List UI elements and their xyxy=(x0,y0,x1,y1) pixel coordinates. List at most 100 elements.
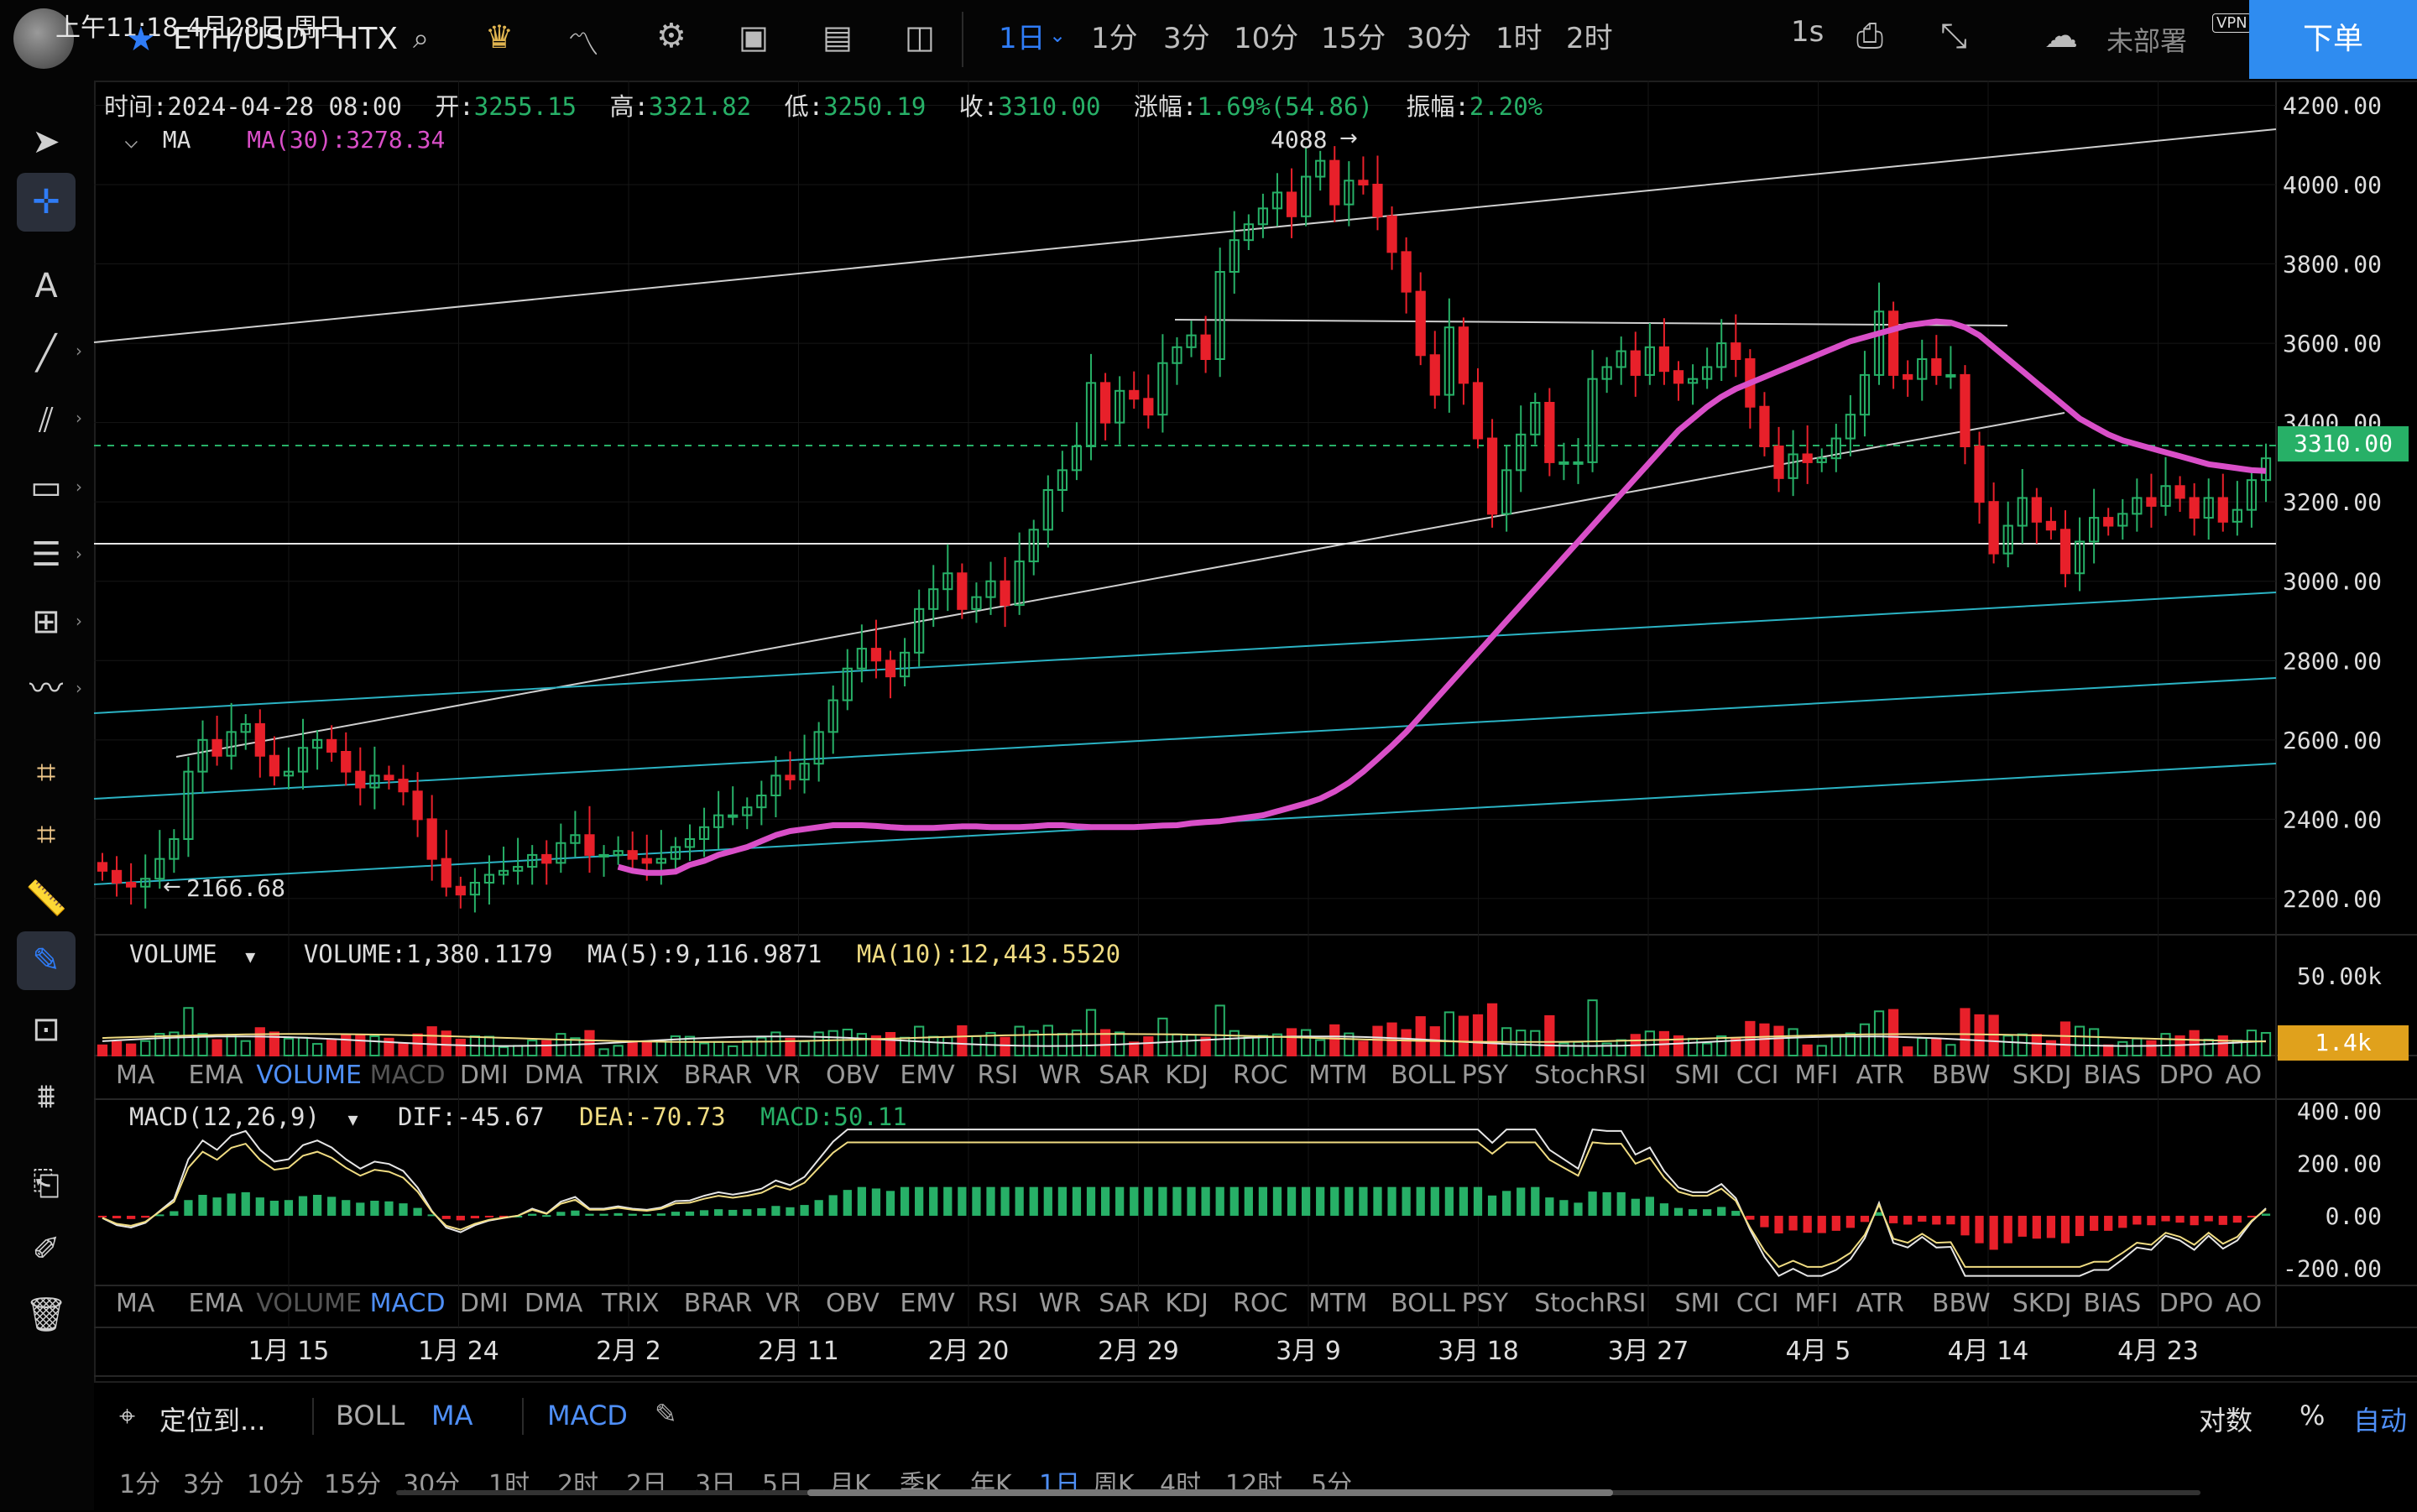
vol-tab-dmi[interactable]: DMI xyxy=(459,1061,509,1090)
caret-down-icon[interactable]: ▼ xyxy=(347,1109,358,1129)
timeframe-1d[interactable]: 1日 xyxy=(999,22,1046,55)
vol-tab-kdj[interactable]: KDJ xyxy=(1165,1061,1208,1090)
overlay-tab-ma[interactable]: MA xyxy=(431,1400,473,1431)
macd-tab-dma[interactable]: DMA xyxy=(524,1289,583,1318)
vol-tab-dma[interactable]: DMA xyxy=(524,1061,583,1090)
fib-lines-icon[interactable]: ☰ xyxy=(31,535,61,574)
macd-tab-roc[interactable]: ROC xyxy=(1233,1289,1288,1318)
favorite-star-icon[interactable]: ★ xyxy=(126,20,156,59)
macd-tab-ema[interactable]: EMA xyxy=(188,1289,243,1318)
macd-tab-ao[interactable]: AO xyxy=(2225,1289,2263,1318)
interval-1s[interactable]: 1s xyxy=(1791,15,1824,49)
vol-tab-psy[interactable]: PSY xyxy=(1461,1061,1509,1090)
vol-tab-ma[interactable]: MA xyxy=(116,1061,155,1090)
vol-tab-obv[interactable]: OBV xyxy=(826,1061,880,1090)
ruler-icon[interactable]: 📏 xyxy=(25,879,67,918)
vol-tab-bias[interactable]: BIAS xyxy=(2083,1061,2142,1090)
percent-toggle[interactable]: % xyxy=(2300,1400,2326,1431)
macd-tab-dmi[interactable]: DMI xyxy=(459,1289,509,1318)
period-3[interactable]: 15分 xyxy=(324,1470,382,1499)
order-button[interactable]: 下单 xyxy=(2249,0,2417,79)
timeframe-1h[interactable]: 1时 xyxy=(1496,22,1543,55)
macd-tab-obv[interactable]: OBV xyxy=(826,1289,880,1318)
macd-tab-psy[interactable]: PSY xyxy=(1461,1289,1509,1318)
overlay-tab-boll[interactable]: BOLL xyxy=(336,1400,405,1431)
vol-tab-macd[interactable]: MACD xyxy=(369,1061,446,1090)
app-logo[interactable] xyxy=(13,8,74,69)
scroll-thumb[interactable] xyxy=(807,1489,1613,1496)
macd-tab-brar[interactable]: BRAR xyxy=(683,1289,753,1318)
cloud-icon[interactable]: ☁ xyxy=(2044,17,2078,55)
macd-tab-atr[interactable]: ATR xyxy=(1856,1289,1904,1318)
macd-tab-trix[interactable]: TRIX xyxy=(602,1289,660,1318)
auto-scale-toggle[interactable]: 自动 xyxy=(2353,1405,2408,1436)
vol-tab-ao[interactable]: AO xyxy=(2225,1061,2263,1090)
vol-tab-mtm[interactable]: MTM xyxy=(1308,1061,1368,1090)
lock-icon[interactable]: ⊡ xyxy=(32,1010,60,1049)
macd-tab-emv[interactable]: EMV xyxy=(900,1289,955,1318)
macd-tab-mfi[interactable]: MFI xyxy=(1794,1289,1839,1318)
ma-toggle[interactable]: MA xyxy=(162,126,191,154)
vol-tab-volume[interactable]: VOLUME xyxy=(256,1061,362,1090)
period-1[interactable]: 3分 xyxy=(183,1470,225,1499)
ray-icon[interactable]: ⫽ xyxy=(39,401,54,440)
gear-icon[interactable]: ⚙ xyxy=(656,17,686,55)
log-scale-toggle[interactable]: 对数 xyxy=(2199,1405,2253,1436)
vol-tab-boll[interactable]: BOLL xyxy=(1391,1061,1456,1090)
vol-tab-trix[interactable]: TRIX xyxy=(602,1061,660,1090)
macd-tab-boll[interactable]: BOLL xyxy=(1391,1289,1456,1318)
vol-tab-bbw[interactable]: BBW xyxy=(1931,1061,1991,1090)
vol-tab-atr[interactable]: ATR xyxy=(1856,1061,1904,1090)
macd-tab-wr[interactable]: WR xyxy=(1038,1289,1082,1318)
macd-tab-volume[interactable]: VOLUME xyxy=(256,1289,362,1318)
crown-icon[interactable]: ♛ xyxy=(485,18,514,55)
bookmark-icon[interactable]: ⎗ xyxy=(33,1165,60,1203)
locate-button[interactable]: 定位到... xyxy=(159,1405,266,1436)
trendline-icon[interactable]: ╱ xyxy=(35,334,57,373)
chevron-down-icon[interactable]: ⌵ xyxy=(124,126,138,154)
vol-tab-mfi[interactable]: MFI xyxy=(1794,1061,1839,1090)
text-icon[interactable]: A xyxy=(34,267,58,305)
search-icon[interactable]: ⌕ xyxy=(413,22,430,55)
macd-tab-vr[interactable]: VR xyxy=(765,1289,801,1318)
caret-down-icon[interactable]: ▼ xyxy=(245,946,256,967)
vol-tab-stochrsi[interactable]: StochRSI xyxy=(1534,1061,1647,1090)
vol-tab-brar[interactable]: BRAR xyxy=(683,1061,753,1090)
magnet-icon[interactable]: ⌗ xyxy=(36,753,56,792)
vol-tab-vr[interactable]: VR xyxy=(765,1061,801,1090)
timeframe-3m[interactable]: 3分 xyxy=(1163,22,1210,55)
macd-tab-bias[interactable]: BIAS xyxy=(2083,1289,2142,1318)
macd-tab-stochrsi[interactable]: StochRSI xyxy=(1534,1289,1647,1318)
camera-icon[interactable]: ⎙ xyxy=(1856,17,1883,55)
macd-tab-rsi[interactable]: RSI xyxy=(977,1289,1019,1318)
trash-icon[interactable]: 🗑 xyxy=(24,1296,68,1334)
macd-tab-mtm[interactable]: MTM xyxy=(1308,1289,1368,1318)
magnet-strong-icon[interactable]: ⌗ xyxy=(36,816,56,854)
fullscreen-icon[interactable]: ⤡ xyxy=(1940,17,1967,55)
wave-icon[interactable]: 〰 xyxy=(29,670,63,708)
vol-tab-sar[interactable]: SAR xyxy=(1099,1061,1151,1090)
timeframe-2h[interactable]: 2时 xyxy=(1566,22,1613,55)
chart-window-icon[interactable]: ▣ xyxy=(739,18,769,55)
timeframe-15m[interactable]: 15分 xyxy=(1321,22,1386,55)
timeframe-10m[interactable]: 10分 xyxy=(1234,22,1299,55)
vol-tab-roc[interactable]: ROC xyxy=(1233,1061,1288,1090)
macd-tab-bbw[interactable]: BBW xyxy=(1931,1289,1991,1318)
sub-tab-macd[interactable]: MACD xyxy=(547,1400,628,1431)
macd-tab-skdj[interactable]: SKDJ xyxy=(2012,1289,2072,1318)
macd-selector[interactable]: MACD(12,26,9) xyxy=(129,1103,320,1131)
volume-selector[interactable]: VOLUME xyxy=(129,940,217,968)
chevron-down-icon[interactable]: ⌄ xyxy=(1049,23,1067,47)
vol-tab-wr[interactable]: WR xyxy=(1038,1061,1082,1090)
location-icon[interactable]: ⌖ xyxy=(119,1400,136,1433)
vol-tab-smi[interactable]: SMI xyxy=(1674,1061,1720,1090)
vol-tab-rsi[interactable]: RSI xyxy=(977,1061,1019,1090)
edit-list-icon[interactable]: ✐ xyxy=(32,1230,60,1269)
cursor-icon[interactable]: ➤ xyxy=(32,123,60,161)
period-0[interactable]: 1分 xyxy=(119,1470,161,1499)
macd-tab-ma[interactable]: MA xyxy=(116,1289,155,1318)
layout-icon[interactable]: ◫ xyxy=(905,18,935,55)
macd-tab-cci[interactable]: CCI xyxy=(1736,1289,1779,1318)
pen-icon[interactable]: ✎ xyxy=(17,931,76,990)
